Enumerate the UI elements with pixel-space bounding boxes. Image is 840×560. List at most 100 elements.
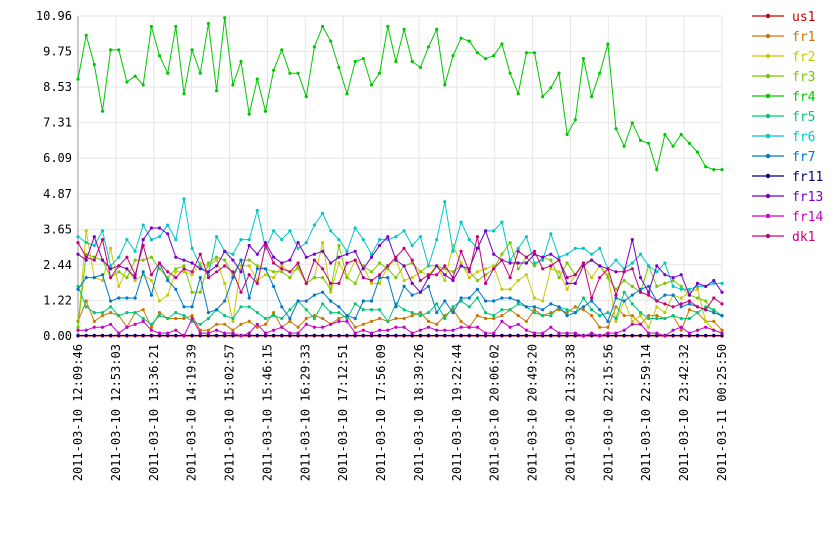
- data-point-fr14: [426, 325, 431, 329]
- data-point-fr5: [492, 314, 496, 318]
- data-point-fr5: [321, 302, 325, 306]
- data-point-fr13: [712, 278, 716, 283]
- data-point-fr1: [394, 316, 398, 321]
- legend-marker-fr2: [765, 53, 771, 59]
- data-point-fr14: [378, 328, 382, 332]
- data-point-fr5: [565, 308, 569, 312]
- data-point-dk1: [117, 264, 121, 268]
- data-point-fr1: [247, 319, 251, 323]
- data-point-fr13: [720, 290, 724, 294]
- data-point-fr4: [451, 54, 455, 58]
- data-point-dk1: [435, 273, 439, 277]
- data-point-dk1: [321, 267, 325, 271]
- data-point-dk1: [687, 299, 692, 303]
- data-point-fr11: [451, 333, 455, 337]
- data-point-fr11: [369, 333, 374, 337]
- data-point-dk1: [263, 243, 268, 248]
- data-point-fr3: [475, 278, 479, 283]
- data-point-fr13: [231, 258, 235, 262]
- data-point-fr4: [337, 65, 341, 69]
- series-line-fr5: [77, 286, 723, 325]
- data-point-fr11: [590, 333, 594, 337]
- data-point-fr2: [100, 278, 105, 283]
- data-point-fr7: [565, 314, 569, 318]
- data-point-fr14: [100, 325, 105, 329]
- data-point-fr4: [418, 65, 422, 69]
- series-line-fr6: [77, 198, 722, 290]
- data-point-fr13: [345, 252, 349, 256]
- data-point-fr13: [157, 226, 162, 230]
- data-point-fr7: [606, 319, 610, 323]
- data-point-fr3: [443, 267, 447, 271]
- data-point-fr2: [321, 241, 325, 245]
- data-point-fr2: [223, 281, 227, 285]
- data-point-fr4: [687, 141, 692, 145]
- data-point-fr5: [435, 302, 439, 306]
- data-point-fr13: [679, 273, 683, 277]
- data-point-fr2: [638, 314, 643, 318]
- data-point-dk1: [92, 258, 96, 262]
- data-point-fr7: [614, 296, 618, 300]
- data-point-fr7: [549, 302, 553, 306]
- data-point-fr1: [500, 314, 504, 318]
- data-point-fr1: [590, 314, 594, 318]
- data-point-fr11: [337, 333, 341, 337]
- data-point-fr1: [418, 311, 422, 315]
- data-point-fr13: [647, 290, 651, 294]
- data-point-fr6: [402, 229, 406, 233]
- data-point-fr6: [353, 226, 357, 230]
- data-point-fr1: [149, 325, 153, 329]
- data-point-fr4: [76, 77, 80, 81]
- data-point-fr4: [492, 54, 496, 58]
- data-point-fr2: [182, 270, 186, 274]
- data-point-fr7: [125, 296, 129, 300]
- data-point-dk1: [149, 273, 153, 277]
- data-point-fr6: [272, 229, 276, 233]
- y-tick-label: 6.09: [43, 151, 72, 165]
- data-point-fr11: [255, 333, 259, 337]
- data-point-dk1: [182, 267, 186, 271]
- data-point-fr6: [532, 261, 537, 265]
- data-point-fr13: [92, 235, 96, 239]
- data-point-fr4: [174, 24, 178, 29]
- data-point-dk1: [459, 249, 463, 253]
- data-point-fr4: [125, 80, 129, 84]
- data-point-fr4: [100, 109, 105, 113]
- data-point-fr1: [157, 311, 162, 315]
- data-point-fr14: [141, 319, 145, 323]
- data-point-dk1: [638, 290, 643, 294]
- data-point-fr4: [508, 71, 512, 75]
- data-point-fr14: [500, 319, 504, 323]
- data-point-fr5: [671, 314, 675, 318]
- data-point-fr5: [712, 308, 716, 312]
- data-point-fr13: [565, 281, 569, 285]
- data-point-fr14: [451, 328, 455, 332]
- x-tick-label: 2011-03-10 20:49:20: [526, 344, 540, 481]
- data-point-fr11: [524, 333, 529, 337]
- x-tick-label: 2011-03-10 22:15:56: [601, 344, 615, 481]
- data-point-fr6: [92, 243, 96, 248]
- data-point-fr6: [231, 252, 235, 256]
- data-point-fr7: [190, 305, 194, 309]
- data-point-fr4: [206, 22, 210, 26]
- y-tick-label: 1.22: [43, 293, 72, 307]
- data-point-fr4: [361, 57, 365, 61]
- data-point-fr1: [84, 299, 88, 303]
- data-point-fr6: [369, 252, 374, 256]
- data-point-fr4: [614, 127, 618, 131]
- data-point-dk1: [353, 258, 357, 262]
- data-point-fr11: [508, 333, 512, 337]
- data-point-fr14: [157, 331, 162, 335]
- data-point-fr7: [223, 299, 227, 303]
- data-point-fr11: [516, 333, 520, 337]
- data-point-fr1: [410, 314, 414, 318]
- data-point-fr3: [549, 258, 553, 262]
- data-point-fr7: [182, 305, 186, 309]
- data-point-fr7: [647, 284, 651, 288]
- data-point-fr14: [565, 331, 569, 335]
- data-point-fr4: [109, 48, 113, 52]
- data-point-fr4: [679, 132, 683, 137]
- data-point-fr7: [255, 267, 259, 271]
- data-point-fr2: [157, 299, 162, 303]
